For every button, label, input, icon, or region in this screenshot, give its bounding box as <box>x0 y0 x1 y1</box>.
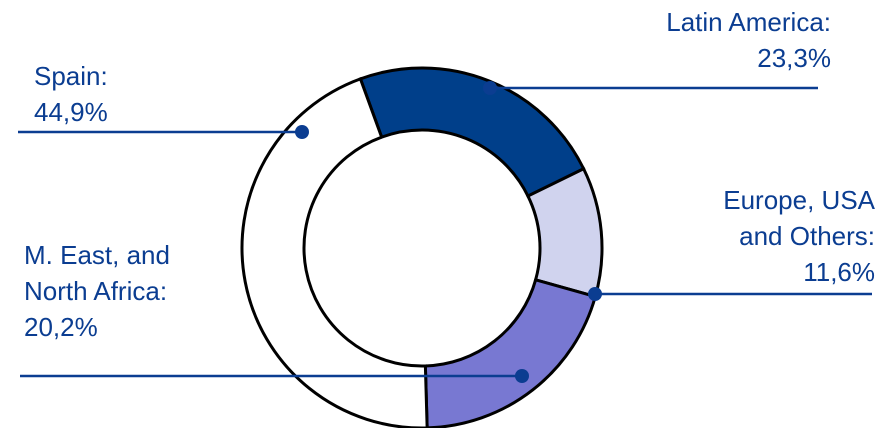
label-europe-line3: 11,6% <box>803 257 875 287</box>
label-mideast-north-africa: M. East, and North Africa: 20,2% <box>24 237 170 345</box>
label-spain-line1: Spain: <box>34 61 108 91</box>
label-spain: Spain: 44,9% <box>34 58 108 130</box>
label-europe-line2: and Others: <box>739 221 875 251</box>
label-mena-line1: M. East, and <box>24 240 170 270</box>
slice-m-east-and-north-africa <box>423 277 598 428</box>
leader-latin-america-dot <box>483 81 497 95</box>
leader-mideast-north-africa-dot <box>515 369 529 383</box>
label-latin-america-line1: Latin America: <box>666 7 831 37</box>
slice-spain <box>240 76 429 428</box>
leader-spain-dot <box>295 125 309 139</box>
label-latin-america: Latin America: 23,3% <box>666 4 831 76</box>
leader-lines-group <box>18 81 872 383</box>
label-mena-line3: 20,2% <box>24 312 98 342</box>
label-spain-line2: 44,9% <box>34 97 108 127</box>
label-latin-america-line2: 23,3% <box>757 43 831 73</box>
label-mena-line2: North Africa: <box>24 276 168 306</box>
label-europe-usa-others: Europe, USA and Others: 11,6% <box>723 182 875 290</box>
label-europe-line1: Europe, USA <box>723 185 875 215</box>
leader-europe-usa-others-dot <box>588 287 602 301</box>
slices-group <box>240 66 604 428</box>
